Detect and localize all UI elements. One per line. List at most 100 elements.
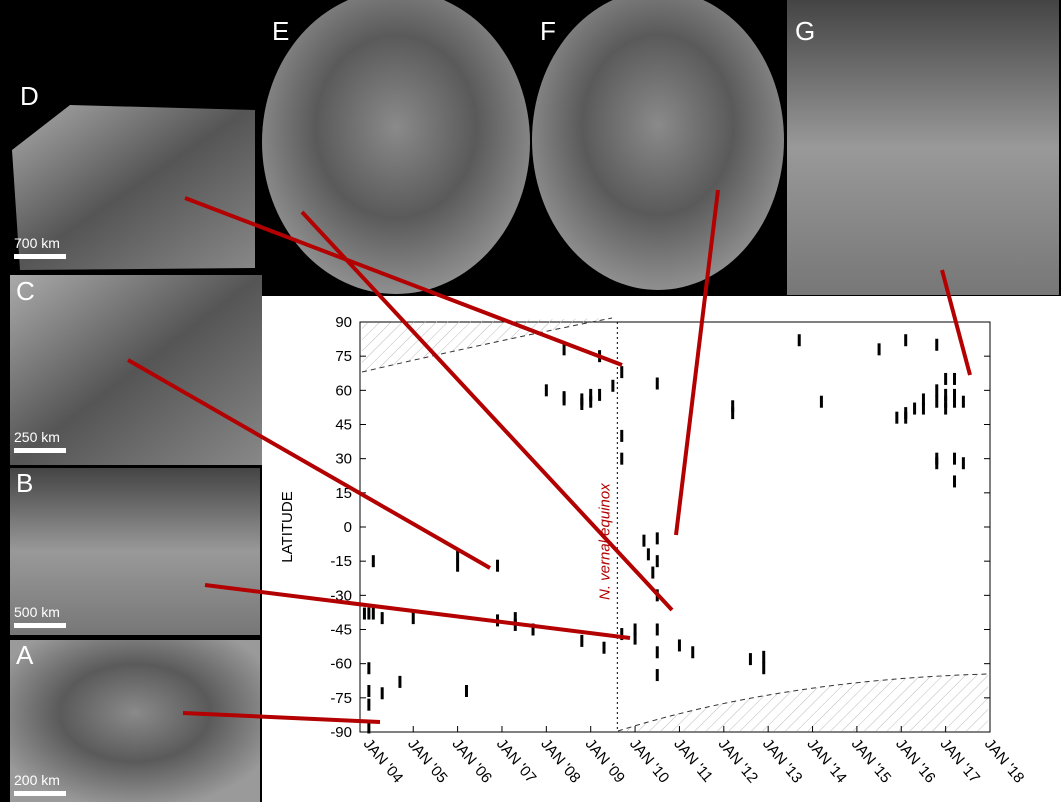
x-tick-label: JAN '12 xyxy=(715,736,761,787)
cloud-detection xyxy=(496,559,500,572)
x-tick-label: JAN '09 xyxy=(582,736,628,787)
cloud-detection xyxy=(944,395,948,408)
cloud-detection xyxy=(371,555,375,568)
equinox-label: N. vernal equinox xyxy=(596,483,613,600)
panel-label: C xyxy=(16,276,35,306)
cloud-detection xyxy=(944,388,948,401)
cloud-detection xyxy=(913,402,917,415)
cloud-detection xyxy=(362,607,366,620)
scale-label: 500 km xyxy=(14,604,60,620)
connector xyxy=(204,583,631,640)
connector xyxy=(300,210,674,612)
cloud-detection xyxy=(762,650,766,663)
cloud-detection xyxy=(544,384,548,397)
cloud-detection xyxy=(602,641,606,654)
cloud-detection xyxy=(642,534,646,547)
cloud-detection xyxy=(367,607,371,620)
cloud-detection xyxy=(895,411,899,424)
cloud-detection xyxy=(677,639,681,652)
x-tick-label: JAN '17 xyxy=(937,736,983,787)
cloud-detection xyxy=(398,675,402,688)
scale-label: 200 km xyxy=(14,772,60,788)
cloud-detection xyxy=(531,623,535,636)
cloud-detection xyxy=(935,384,939,397)
panel-f-image xyxy=(532,0,784,290)
cloud-detection xyxy=(620,429,624,442)
scale-bar xyxy=(14,791,66,796)
x-tick-label: JAN '08 xyxy=(537,736,583,787)
polar-night-boundary xyxy=(617,673,989,732)
cloud-detection xyxy=(367,721,371,734)
cloud-detection xyxy=(961,457,965,470)
cloud-detection xyxy=(411,612,415,625)
connector xyxy=(674,189,720,536)
panel-c-image xyxy=(10,275,262,465)
panel-label: G xyxy=(795,16,815,46)
cloud-detection xyxy=(598,388,602,401)
polar-night-boundary xyxy=(361,317,613,373)
scale-bar xyxy=(14,448,66,453)
cloud-detection xyxy=(611,379,615,392)
cloud-detection xyxy=(620,628,624,641)
panel-a-image xyxy=(10,640,260,802)
panel-d-image xyxy=(12,105,255,270)
x-tick-label: JAN '18 xyxy=(981,736,1027,787)
scale-bar xyxy=(14,254,66,259)
cloud-detection xyxy=(904,334,908,347)
cloud-detection xyxy=(633,632,637,645)
y-tick-label: 0 xyxy=(344,519,352,536)
cloud-detection xyxy=(580,634,584,647)
panel-g-image xyxy=(787,0,1059,295)
y-tick-label: -15 xyxy=(330,553,352,570)
cloud-detection xyxy=(877,343,881,356)
cloud-detection xyxy=(380,687,384,700)
x-tick-label: JAN '10 xyxy=(626,736,672,787)
cloud-detection xyxy=(935,457,939,470)
x-tick-label: JAN '06 xyxy=(449,736,495,787)
x-tick-label: JAN '14 xyxy=(803,736,849,787)
cloud-detection xyxy=(953,452,957,465)
y-tick-label: 60 xyxy=(335,382,352,399)
polar-night-south xyxy=(618,674,988,731)
cloud-detection xyxy=(953,372,957,385)
cloud-detection xyxy=(464,685,468,697)
panel-label: D xyxy=(20,81,39,111)
cloud-detection xyxy=(748,653,752,666)
y-tick-label: -90 xyxy=(330,724,352,741)
cloud-detection xyxy=(935,338,939,351)
x-tick-label: JAN '16 xyxy=(892,736,938,787)
cloud-detection xyxy=(655,646,659,659)
y-tick-label: -60 xyxy=(330,656,352,673)
cloud-detection xyxy=(731,407,735,420)
cloud-detection xyxy=(953,475,957,488)
scale-label: 250 km xyxy=(14,429,60,445)
cloud-detection xyxy=(762,662,766,675)
scale-bar xyxy=(14,623,66,628)
cloud-detection xyxy=(589,395,593,408)
connector xyxy=(127,358,491,570)
cloud-detection xyxy=(371,607,375,620)
cloud-detection xyxy=(655,623,659,636)
connector xyxy=(182,711,381,724)
x-tick-label: JAN '05 xyxy=(404,736,450,787)
panel-b-image xyxy=(10,468,260,635)
cloud-detection xyxy=(655,377,659,390)
y-tick-label: 45 xyxy=(335,417,352,434)
cloud-detection xyxy=(921,393,925,406)
panel-label: F xyxy=(540,16,556,46)
x-tick-label: JAN '07 xyxy=(493,736,539,787)
connector xyxy=(184,196,623,367)
cloud-detection xyxy=(935,395,939,408)
scale-label: 700 km xyxy=(14,235,60,251)
cloud-detection xyxy=(562,393,566,406)
panel-label: E xyxy=(272,16,289,46)
cloud-detection xyxy=(367,662,371,675)
cloud-detection xyxy=(456,548,460,561)
panel-e-image xyxy=(262,0,530,294)
cloud-detection xyxy=(367,698,371,711)
cloud-detection xyxy=(580,398,584,410)
cloud-detection xyxy=(655,555,659,568)
cloud-detection xyxy=(731,400,735,413)
cloud-detection xyxy=(513,612,517,625)
